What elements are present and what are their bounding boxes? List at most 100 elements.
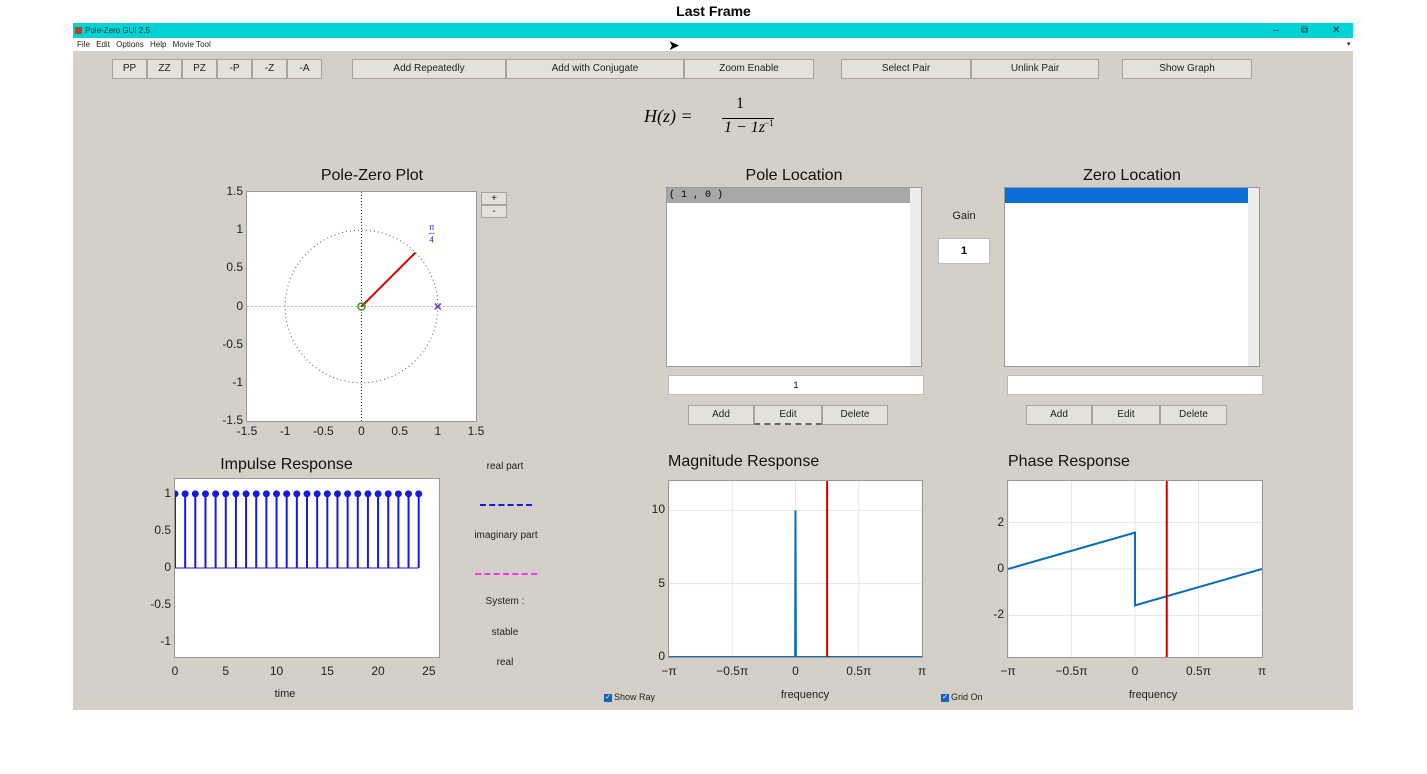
remove-all-button[interactable]: -A — [287, 59, 322, 79]
impulse-stem — [262, 490, 270, 568]
pole-zero-plot-canvas[interactable]: π4 — [247, 192, 476, 421]
window-title-bar[interactable]: Pole-Zero GUI 2.5 – ⧉ ✕ — [73, 23, 1353, 38]
pz-button[interactable]: PZ — [182, 59, 217, 79]
zero-entry-field[interactable] — [1007, 375, 1263, 395]
show-graph-button[interactable]: Show Graph — [1122, 59, 1252, 79]
impulse-x-tick: 10 — [269, 664, 284, 678]
pz-y-tick: 0 — [236, 298, 243, 313]
impulse-stem — [333, 490, 341, 568]
phase-x-tick: −0.5π — [1055, 664, 1088, 678]
zoom-out-button[interactable]: - — [481, 205, 507, 218]
zero-location-list[interactable] — [1004, 187, 1260, 367]
window-title: Pole-Zero GUI 2.5 — [85, 26, 150, 35]
magnitude-x-tick: π — [917, 664, 927, 678]
magnitude-x-tick: 0.5π — [846, 664, 872, 678]
impulse-stem — [191, 490, 199, 568]
impulse-stem — [323, 490, 331, 568]
legend-imag-line — [475, 573, 537, 575]
zero-list-scrollbar[interactable] — [1248, 188, 1259, 366]
impulse-stem-head — [364, 490, 372, 498]
magnitude-response-axes — [668, 480, 923, 658]
formula-denominator: 1 − 1z — [724, 119, 766, 136]
grid-on-checkbox[interactable]: ✓ Grid On — [941, 692, 983, 702]
impulse-stem — [232, 490, 240, 568]
legend-real-label: real part — [486, 461, 524, 472]
formula-exponent: −1 — [764, 118, 774, 128]
impulse-stem-head — [262, 490, 270, 498]
impulse-stem-head — [415, 490, 423, 498]
phase-curve — [1008, 531, 1262, 607]
system-type: real — [496, 657, 514, 668]
add-repeatedly-button[interactable]: Add Repeatedly — [352, 59, 506, 79]
impulse-x-tick: 0 — [171, 664, 179, 678]
gain-input[interactable]: 1 — [938, 238, 990, 264]
pole-add-button[interactable]: Add — [688, 405, 754, 425]
zoom-enable-button[interactable]: Zoom Enable — [684, 59, 814, 79]
zero-edit-button[interactable]: Edit — [1092, 405, 1160, 425]
remove-zeros-button[interactable]: -Z — [252, 59, 287, 79]
impulse-stem-head — [242, 490, 250, 498]
zero-marker — [357, 302, 366, 311]
select-pair-button[interactable]: Select Pair — [841, 59, 971, 79]
impulse-x-tick: 25 — [422, 664, 436, 678]
phase-y-tick: 0 — [997, 561, 1004, 575]
menu-help[interactable]: Help — [149, 40, 167, 49]
impulse-stem-head — [252, 490, 260, 498]
close-button[interactable]: ✕ — [1332, 25, 1341, 36]
impulse-stem-head — [293, 490, 301, 498]
zero-list-selected-row[interactable] — [1005, 188, 1248, 203]
pz-y-tick: 1 — [236, 222, 243, 237]
impulse-stem-head — [212, 490, 220, 498]
pz-x-tick: -1.5 — [236, 424, 258, 438]
impulse-x-tick: 15 — [320, 664, 334, 678]
show-ray-checkbox[interactable]: ✓ Show Ray — [604, 692, 655, 702]
impulse-stem — [175, 490, 179, 568]
restore-button[interactable]: ⧉ — [1301, 25, 1309, 36]
minimize-button[interactable]: – — [1273, 25, 1279, 36]
impulse-response-axes — [174, 478, 440, 658]
frame-title: Last Frame — [676, 3, 751, 19]
pole-delete-button[interactable]: Delete — [822, 405, 888, 425]
impulse-y-tick: -1 — [160, 634, 171, 649]
add-with-conjugate-button[interactable]: Add with Conjugate — [506, 59, 684, 79]
pz-x-tick: 1.5 — [467, 424, 485, 438]
menu-expand-icon[interactable]: ▾ — [1347, 41, 1351, 48]
impulse-x-tick: 5 — [222, 664, 230, 678]
impulse-x-tick: 20 — [371, 664, 385, 678]
phase-response-canvas — [1008, 481, 1262, 657]
pp-button[interactable]: PP — [112, 59, 147, 79]
impulse-y-tick: -0.5 — [150, 597, 171, 612]
impulse-response-canvas — [175, 490, 423, 569]
pz-x-tick: 1 — [434, 424, 442, 438]
impulse-stem-head — [232, 490, 240, 498]
legend-imag-label: imaginary part — [474, 530, 538, 541]
phase-x-tick: 0.5π — [1186, 664, 1211, 678]
pole-entry-field[interactable]: 1 — [668, 375, 924, 395]
menu-options[interactable]: Options — [116, 40, 144, 49]
pole-location-list[interactable]: ( 1 , 0 ) — [666, 187, 922, 367]
magnitude-curve — [669, 510, 922, 657]
zero-delete-button[interactable]: Delete — [1160, 405, 1227, 425]
pole-list-item[interactable]: ( 1 , 0 ) — [667, 188, 910, 203]
zoom-in-button[interactable]: + — [481, 192, 507, 205]
unlink-pair-button[interactable]: Unlink Pair — [971, 59, 1099, 79]
formula-fraction-bar — [722, 118, 774, 119]
pz-x-tick: -1 — [279, 424, 291, 438]
system-label: System : — [485, 596, 525, 607]
pole-list-scrollbar[interactable] — [910, 188, 921, 366]
impulse-stem-head — [201, 490, 209, 498]
phase-y-tick: 2 — [997, 514, 1004, 529]
zz-button[interactable]: ZZ — [147, 59, 182, 79]
menu-file[interactable]: File — [77, 40, 90, 49]
remove-poles-button[interactable]: -P — [217, 59, 252, 79]
menu-edit[interactable]: Edit — [96, 40, 110, 49]
impulse-stem — [273, 490, 281, 568]
impulse-stem-head — [405, 490, 413, 498]
zero-add-button[interactable]: Add — [1026, 405, 1092, 425]
menu-movie-tool[interactable]: Movie Tool — [172, 40, 211, 49]
gain-label: Gain — [952, 210, 976, 222]
pole-edit-button[interactable]: Edit — [754, 405, 822, 425]
phase-response-title: Phase Response — [1008, 453, 1130, 470]
impulse-stem — [344, 490, 352, 568]
